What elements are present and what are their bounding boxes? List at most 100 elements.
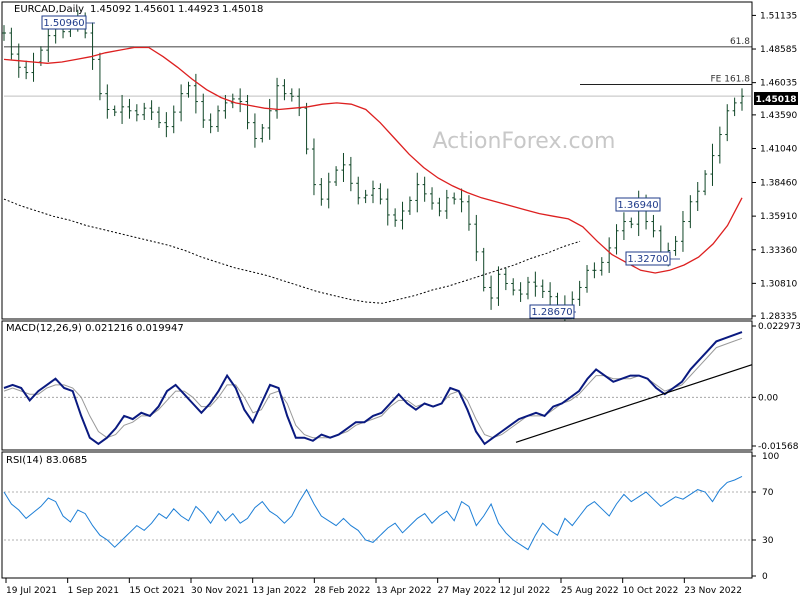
ohlc-bar xyxy=(46,23,51,63)
rsi-panel: RSI(14) 83.0685 100 70 30 0 xyxy=(1,451,779,582)
ohlc-bar xyxy=(673,236,678,256)
ohlc-bar xyxy=(275,77,280,119)
ohlc-bar xyxy=(134,104,139,122)
price-tick-label: 1.35910 xyxy=(760,212,797,222)
ohlc-bar xyxy=(533,271,538,297)
ohlc-bar xyxy=(149,100,154,121)
macd-lines xyxy=(3,331,753,446)
ohlc-bar xyxy=(732,97,737,117)
price-moving-averages xyxy=(3,46,743,304)
price-annotation: 1.32700 xyxy=(625,251,680,266)
last-price-marker: 1.45018 xyxy=(754,92,798,105)
price-y-axis: 1.51135 1.48585 1.46035 1.43590 1.41040 1.384… xyxy=(752,11,797,322)
ohlc-bar xyxy=(725,104,730,142)
watermark: ActionForex.com xyxy=(433,129,616,154)
ohlc-bar xyxy=(356,176,361,205)
x-tick-label: 19 Jul 2021 xyxy=(6,586,57,596)
ohlc-bar xyxy=(629,217,634,229)
ohlc-bar xyxy=(304,102,309,155)
rsi-lines xyxy=(3,475,743,551)
ohlc-bar xyxy=(311,138,316,196)
macd-label: MACD(12,26,9) 0.021216 0.019947 xyxy=(6,323,184,334)
price-candles xyxy=(2,9,744,324)
ohlc-bar xyxy=(496,266,501,306)
ohlc-bar xyxy=(334,166,339,186)
ohlc-bar xyxy=(437,197,442,217)
ohlc-bar xyxy=(179,84,184,122)
ohlc-bar xyxy=(607,237,612,273)
price-panel-frame xyxy=(1,1,753,320)
ohlc-bar xyxy=(238,88,243,113)
ohlc-bar xyxy=(444,189,449,219)
x-tick-label: 25 Aug 2022 xyxy=(561,586,619,596)
ohlc-bar xyxy=(164,112,169,138)
macd-panel-frame xyxy=(1,320,753,451)
ohlc-bar xyxy=(120,94,125,124)
x-tick-label: 12 Jul 2022 xyxy=(499,586,550,596)
rsi-tick-label: 30 xyxy=(762,536,774,546)
ohlc-bar xyxy=(245,94,250,130)
ohlc-bar xyxy=(97,52,102,101)
ohlc-bar xyxy=(540,279,545,299)
price-tick-label: 1.28335 xyxy=(760,312,797,322)
ohlc-bar xyxy=(252,113,257,148)
macd-panel: MACD(12,26,9) 0.021216 0.019947 0.022973… xyxy=(1,320,800,452)
ohlc-bar xyxy=(592,262,597,279)
ohlc-bar xyxy=(193,73,198,114)
price-annotations: 1.50960 1.36940 1.32700 1.28670 xyxy=(41,15,680,319)
ohlc-bar xyxy=(430,187,435,210)
ohlc-bar xyxy=(378,183,383,205)
ohlc-bar xyxy=(267,98,272,140)
ohlc-bar xyxy=(621,212,626,240)
ohlc-bar xyxy=(393,208,398,227)
ohlc-bar xyxy=(156,106,161,128)
ohlc-bar xyxy=(415,172,420,213)
sma-fast-line xyxy=(3,46,743,274)
horizontal-level-label: FE 161.8 xyxy=(711,74,751,84)
x-tick-label: 15 Oct 2021 xyxy=(129,586,185,596)
price-header-open: 1.45092 xyxy=(90,4,131,15)
macd-tick-label: 0.022973 xyxy=(758,322,800,332)
price-header-low: 1.44923 xyxy=(178,4,219,15)
ohlc-bar xyxy=(348,156,353,192)
ohlc-bar xyxy=(695,181,700,211)
price-header-high: 1.45601 xyxy=(134,4,175,15)
ohlc-bar xyxy=(525,276,530,300)
x-tick-label: 10 Oct 2022 xyxy=(623,586,679,596)
ohlc-bar xyxy=(319,178,324,206)
ohlc-bar xyxy=(24,60,29,80)
ohlc-bar xyxy=(363,189,368,204)
last-price-label: 1.45018 xyxy=(756,95,797,105)
ohlc-bar xyxy=(2,25,6,41)
ohlc-bar xyxy=(260,123,265,143)
ohlc-bar xyxy=(371,180,375,204)
ohlc-bar xyxy=(503,267,508,291)
ohlc-bar xyxy=(599,257,604,276)
ohlc-bar xyxy=(326,172,331,209)
price-tick-label: 1.48585 xyxy=(760,45,797,55)
price-tick-label: 1.43590 xyxy=(760,111,797,121)
ohlc-bar xyxy=(216,105,221,132)
x-tick-label: 23 Nov 2022 xyxy=(684,586,742,596)
ohlc-bar xyxy=(385,188,390,226)
price-annotation: 1.50960 xyxy=(41,15,95,30)
ohlc-bar xyxy=(710,143,715,186)
rsi-tick-label: 100 xyxy=(762,452,779,462)
rsi-label: RSI(14) 83.0685 xyxy=(6,455,87,466)
macd-trendline xyxy=(515,364,753,443)
ohlc-bar xyxy=(112,105,117,117)
ohlc-bar xyxy=(474,214,479,262)
ohlc-bar xyxy=(407,196,412,215)
ohlc-bar xyxy=(703,170,708,196)
ohlc-bar xyxy=(289,88,294,102)
x-tick-label: 30 Nov 2021 xyxy=(191,586,249,596)
ohlc-bar xyxy=(614,224,619,255)
price-horizontal-lines: 61.8 FE 161.8 xyxy=(4,37,752,97)
ohlc-bar xyxy=(489,275,494,310)
macd-tick-label: 0.00 xyxy=(758,393,778,403)
price-annotation-label: 1.32700 xyxy=(627,254,668,265)
rsi-tick-label: 0 xyxy=(762,572,768,582)
ohlc-bar xyxy=(740,88,744,111)
ohlc-bar xyxy=(466,195,471,231)
